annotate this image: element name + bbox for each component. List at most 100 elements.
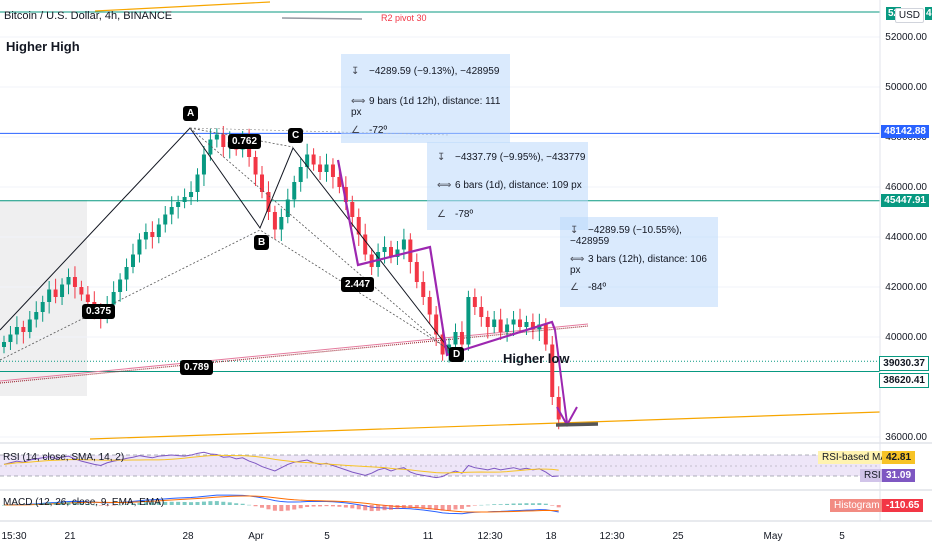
candle-body	[85, 294, 90, 302]
candle-body	[272, 212, 277, 230]
candle-body	[156, 224, 161, 237]
rsi-ma-line	[3, 454, 559, 474]
price-range-icon: ↧	[437, 152, 446, 163]
top-price-suffix: 4	[925, 7, 932, 20]
histogram-bar	[21, 504, 26, 505]
candle-body	[395, 249, 400, 257]
candle-body	[8, 334, 13, 342]
candles	[2, 126, 561, 430]
price-tick-label: 46000.00	[885, 182, 927, 193]
macd-histogram	[2, 501, 561, 512]
time-tick-label: 25	[672, 531, 684, 542]
histogram-bar	[137, 502, 142, 505]
candle-body	[408, 239, 413, 262]
orange-support-line	[89, 411, 881, 440]
candle-body	[414, 262, 419, 282]
angle-icon: ∠	[351, 125, 360, 136]
candle-body	[279, 217, 284, 230]
candle-body	[498, 319, 503, 332]
candle-body	[60, 284, 65, 297]
time-tick-label: 12:30	[599, 531, 624, 542]
histogram-bar	[176, 501, 181, 505]
top-price-prefix: 52	[888, 8, 900, 19]
histogram-bar	[214, 501, 219, 505]
candle-body	[337, 177, 342, 187]
histogram-bar	[85, 503, 90, 505]
measure-2-angle: -78º	[455, 209, 474, 220]
candle-body	[427, 297, 432, 315]
histogram-bar	[189, 502, 194, 505]
rsi-legend[interactable]: RSI (14, close, SMA, 14, 2)	[3, 452, 125, 463]
candle-body	[292, 182, 297, 200]
histogram-bar	[240, 503, 245, 505]
time-tick-label: 28	[182, 531, 194, 542]
time-axis[interactable]: 15:30 21 28 Apr 5 11 12:30 18 12:30 25 May 5	[1, 531, 845, 542]
histogram-bar	[472, 505, 477, 506]
measure-box-2[interactable]: ↧ −4337.79 (−9.95%), −433779 ⟺ 6 bars (1d)…	[427, 142, 588, 230]
bars-range-icon: ⟺	[351, 96, 366, 107]
point-b-label: B	[254, 235, 270, 250]
macd-legend[interactable]: MACD (12, 26, close, 9, EMA, EMA)	[3, 497, 165, 508]
time-tick-label: 5	[839, 531, 845, 542]
purple-projection	[554, 329, 568, 424]
candle-body	[479, 307, 484, 317]
histogram-bar	[427, 505, 432, 510]
histogram-bar	[118, 504, 123, 506]
candle-body	[350, 202, 355, 217]
histogram-bar	[156, 502, 161, 505]
candle-body	[298, 167, 303, 182]
candle-body	[66, 277, 71, 285]
time-tick-label: 12:30	[477, 531, 502, 542]
histogram-bar	[14, 504, 19, 505]
candle-body	[131, 254, 135, 267]
ratio-2447-label: 2.447	[341, 277, 375, 292]
currency-button[interactable]: USD	[894, 8, 924, 23]
histogram-bar	[150, 502, 155, 505]
candle-body	[189, 192, 194, 197]
histogram-bar	[79, 503, 84, 505]
ratio-0789-label: 0.789	[180, 360, 214, 375]
histogram-bar	[253, 505, 258, 507]
candle-body	[163, 214, 168, 225]
histogram-bar	[466, 505, 471, 507]
histogram-bar	[479, 504, 484, 506]
time-tick-label: 18	[545, 531, 557, 542]
r2-pivot-label: R2 pivot 30	[381, 13, 427, 23]
histogram-bar	[485, 504, 490, 506]
histogram-tag: Histogram	[830, 499, 884, 512]
candle-body	[311, 154, 316, 165]
candle-body	[143, 232, 148, 240]
measure-box-3[interactable]: ↧ −4289.59 (−10.55%), −428959 ⟺ 3 bars (12…	[560, 217, 718, 307]
candle-body	[530, 322, 535, 330]
measure-3-angle: -84º	[588, 282, 607, 293]
candle-body	[440, 334, 445, 355]
measure-box-1[interactable]: ↧ −4289.59 (−9.13%), −428959 ⟺ 9 bars (1d …	[341, 54, 510, 143]
candle-body	[543, 324, 548, 345]
histogram-bar	[330, 505, 335, 507]
histogram-bar	[279, 505, 284, 512]
macd-signal-line	[3, 495, 559, 513]
histogram-bar	[382, 505, 387, 511]
price-tick-label: 50000.00	[885, 82, 927, 93]
chart-title: Bitcoin / U.S. Dollar, 4h, BINANCE	[4, 10, 173, 22]
pattern-solid-legs	[0, 127, 451, 351]
histogram-value: -110.65	[882, 499, 924, 512]
candle-body	[459, 332, 464, 345]
angle-icon: ∠	[437, 209, 446, 220]
histogram-bar	[47, 502, 52, 505]
histogram-bar	[40, 503, 45, 505]
rsi-tag: RSI	[860, 469, 885, 482]
histogram-bar	[459, 505, 464, 509]
histogram-bar	[356, 505, 361, 510]
histogram-bar	[266, 505, 271, 510]
r2-pivot-line	[281, 17, 363, 20]
pink-trend-line	[0, 323, 589, 382]
measure-2-bars: 6 bars (1d), distance: 109 px	[455, 180, 582, 191]
price-range-icon: ↧	[351, 66, 360, 77]
measure-1-bars: 9 bars (1d 12h), distance: 111 px	[351, 96, 501, 118]
candle-body	[169, 207, 174, 215]
histogram-bar	[195, 502, 200, 505]
candle-body	[472, 297, 477, 307]
histogram-bar	[98, 505, 103, 506]
histogram-bar	[305, 505, 310, 508]
